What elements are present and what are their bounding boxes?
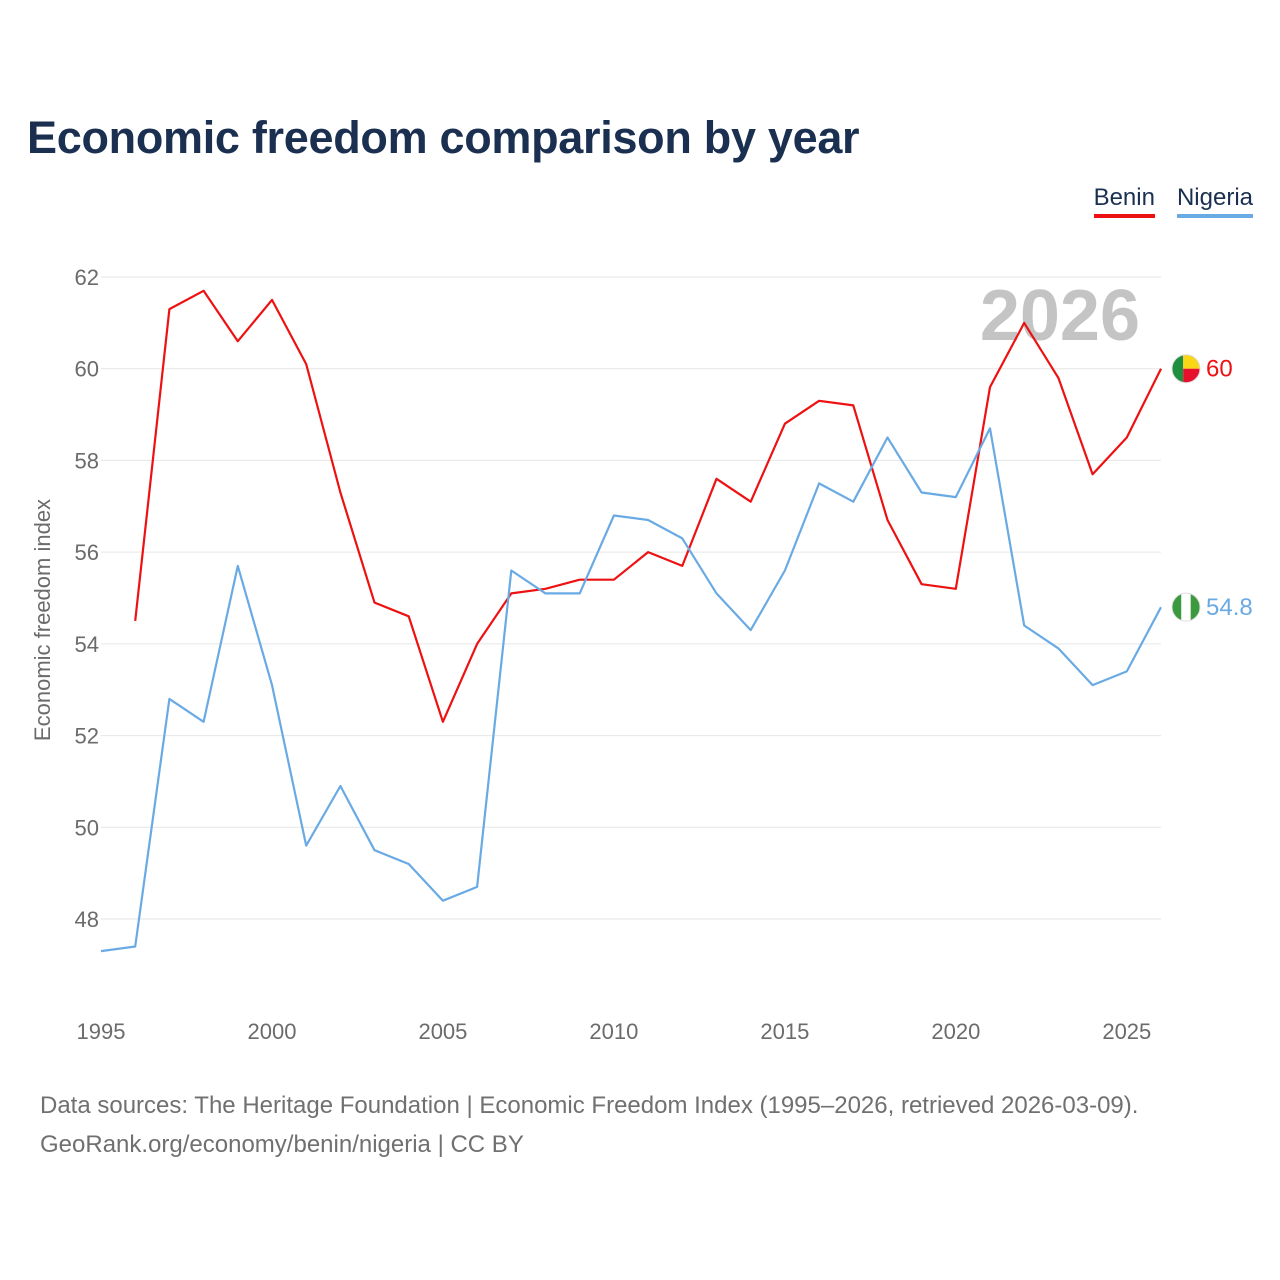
y-tick-label: 52 xyxy=(75,724,99,749)
x-tick-label: 2010 xyxy=(589,1019,638,1044)
y-axis-ticks: 48 50 52 54 56 58 60 62 xyxy=(75,265,99,932)
x-tick-label: 2005 xyxy=(418,1019,467,1044)
source-line-1: Data sources: The Heritage Foundation | … xyxy=(40,1092,1139,1119)
chart-title: Economic freedom comparison by year xyxy=(27,112,860,163)
y-tick-label: 56 xyxy=(75,540,99,565)
legend: Benin Nigeria xyxy=(1093,184,1253,218)
y-tick-label: 62 xyxy=(75,265,99,290)
y-tick-label: 50 xyxy=(75,815,99,840)
x-tick-label: 2015 xyxy=(760,1019,809,1044)
x-tick-label: 2020 xyxy=(931,1019,980,1044)
y-tick-label: 58 xyxy=(75,448,99,473)
grid xyxy=(101,276,1161,920)
legend-item-benin[interactable]: Benin xyxy=(1093,184,1155,218)
x-tick-label: 2025 xyxy=(1102,1019,1151,1044)
source-note: Data sources: The Heritage Foundation | … xyxy=(40,1086,1138,1164)
year-watermark: 2026 xyxy=(980,276,1140,356)
y-tick-label: 54 xyxy=(75,632,99,657)
benin-flag-icon xyxy=(1171,354,1201,384)
end-value-label-benin: 60 xyxy=(1206,356,1233,383)
x-tick-label: 2000 xyxy=(247,1019,296,1044)
source-line-2: GeoRank.org/economy/benin/nigeria | CC B… xyxy=(40,1131,524,1158)
nigeria-flag-icon xyxy=(1171,592,1201,622)
x-axis-ticks: 1995 2000 2005 2010 2015 2020 2025 xyxy=(77,1019,1152,1044)
series-line-benin[interactable] xyxy=(134,289,1162,723)
x-tick-label: 1995 xyxy=(77,1019,126,1044)
end-value-label-nigeria: 54.8 xyxy=(1206,594,1253,621)
y-tick-label: 48 xyxy=(75,907,99,932)
y-axis-label: Economic freedom index xyxy=(30,499,55,741)
series-lines xyxy=(100,289,1162,953)
series-end-markers: 60 54.8 xyxy=(1171,354,1253,622)
legend-item-nigeria[interactable]: Nigeria xyxy=(1176,184,1253,218)
y-tick-label: 60 xyxy=(75,357,99,382)
series-line-nigeria[interactable] xyxy=(100,427,1162,953)
